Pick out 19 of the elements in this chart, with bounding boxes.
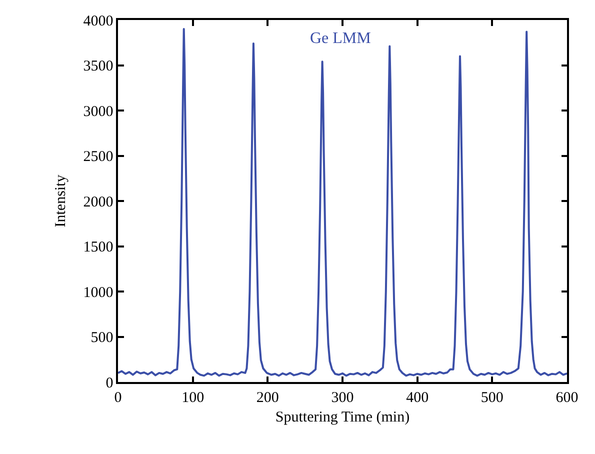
line-series <box>118 28 567 377</box>
x-tick-label: 400 <box>406 390 429 406</box>
y-tick-label: 2000 <box>83 194 114 210</box>
y-tick-label: 2500 <box>83 149 114 165</box>
x-tick-label: 600 <box>556 390 578 406</box>
x-tick-label: 100 <box>182 390 204 406</box>
y-tick-label: 3500 <box>83 58 114 74</box>
y-tick-label: 0 <box>106 375 114 392</box>
y-tick-label: 4000 <box>83 13 114 30</box>
x-tick-label: 200 <box>256 390 279 406</box>
y-axis-title: Intensity <box>53 174 69 228</box>
y-tick-label: 1500 <box>83 240 114 256</box>
y-tick-label: 1000 <box>83 284 114 301</box>
y-tick-label: 3000 <box>83 104 114 120</box>
y-tick-label: 500 <box>90 330 114 346</box>
x-tick-label: 300 <box>331 390 354 406</box>
series-label: Ge LMM <box>310 30 371 47</box>
x-tick-label: 500 <box>480 390 504 406</box>
x-axis-title: Sputtering Time (min) <box>275 409 410 426</box>
